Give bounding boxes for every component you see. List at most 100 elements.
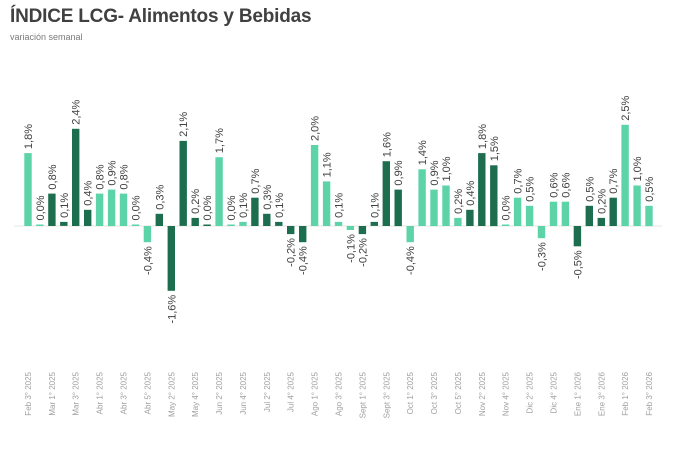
bar-value-label: 0,1% xyxy=(334,193,346,218)
bar-value-label: 1,8% xyxy=(23,124,35,149)
x-axis-label: Nov 2° 2025 xyxy=(478,371,487,416)
x-axis-label: May 4° 2025 xyxy=(191,371,200,417)
x-axis-label: Feb 1° 2026 xyxy=(621,371,630,415)
bar-value-label: 0,0% xyxy=(35,195,47,220)
bar-value-label: 0,9% xyxy=(107,160,119,185)
bar xyxy=(155,213,163,226)
x-axis-label: Nov 4° 2025 xyxy=(502,371,511,416)
bar-value-label: -0,4% xyxy=(142,246,154,275)
bar xyxy=(107,189,116,227)
bar xyxy=(239,221,247,226)
bar-value-label: 0,5% xyxy=(525,177,537,202)
bar-value-label: 0,2% xyxy=(596,189,608,214)
bar xyxy=(299,226,307,243)
bar xyxy=(143,226,152,243)
x-axis-label: Sept 3° 2025 xyxy=(382,371,391,418)
bar xyxy=(203,224,211,226)
bar-value-label: 0,0% xyxy=(202,195,214,220)
bar xyxy=(84,209,92,226)
bar-value-label: 2,0% xyxy=(310,116,322,141)
x-axis-label: Oct 5° 2025 xyxy=(454,371,463,414)
x-axis-label: Ene 1° 2026 xyxy=(573,371,582,416)
bar xyxy=(513,197,522,226)
bar xyxy=(370,221,378,226)
bar xyxy=(310,145,319,226)
bar xyxy=(179,140,187,226)
bar-value-label: 0,3% xyxy=(154,185,166,210)
bar xyxy=(645,205,653,227)
x-axis-label: Jul 4° 2025 xyxy=(287,371,296,412)
value-labels-group: 1,8%0,0%0,8%0,1%2,4%0,4%0,8% 0,9% 0,8%0,0%… xyxy=(23,96,656,324)
bar xyxy=(573,226,582,247)
bar-value-label: 0,2% xyxy=(190,189,202,214)
bar xyxy=(609,197,617,226)
x-axis-label: Ago 3° 2025 xyxy=(335,371,344,416)
bar xyxy=(454,217,462,226)
bar xyxy=(537,226,546,239)
bar-value-label: 1,0% xyxy=(441,156,453,181)
bar xyxy=(406,226,414,243)
bar-value-label: 0,7% xyxy=(250,168,262,193)
bar-value-label: 0,3% xyxy=(262,185,274,210)
bar-value-label: 0,1% xyxy=(274,193,286,218)
bar-value-label: 0,1% xyxy=(369,193,381,218)
bar-value-label: 0,6% xyxy=(560,172,572,197)
bar-value-label: 0,5% xyxy=(584,177,596,202)
bar xyxy=(334,221,343,226)
bar xyxy=(442,185,450,226)
bar-value-label: -0,5% xyxy=(572,250,584,279)
bar-value-label: 1,5% xyxy=(489,136,501,161)
x-axis-label: Feb 3° 2026 xyxy=(645,371,654,415)
bar xyxy=(549,201,558,226)
bar-value-label: -0,4% xyxy=(298,246,310,275)
bar-value-label: 1,7% xyxy=(214,128,226,153)
x-axis-label: Feb 3° 2025 xyxy=(24,371,33,415)
bar xyxy=(585,205,593,227)
bar-value-label: 2,4% xyxy=(71,100,83,125)
bar xyxy=(382,161,390,226)
bar xyxy=(72,128,80,226)
bar xyxy=(621,124,629,227)
x-axis-label: Ene 3° 2026 xyxy=(597,371,606,416)
bar-value-label: 0,6% xyxy=(549,172,561,197)
bar xyxy=(478,153,486,226)
x-axis-label: Mar 1° 2025 xyxy=(48,371,57,415)
x-axis-label: Mar 3° 2025 xyxy=(72,371,81,415)
x-axis-label: Abr 1° 2025 xyxy=(96,371,105,414)
bar xyxy=(60,221,68,226)
bar-value-label: 1,0% xyxy=(632,156,644,181)
bar-value-label: 2,5% xyxy=(620,96,632,121)
bar-value-label: 0,8% xyxy=(47,164,59,189)
bar-value-label: 0,1% xyxy=(238,193,250,218)
bar xyxy=(430,189,438,227)
bar-value-label: -0,4% xyxy=(405,246,417,275)
bar-value-label: 0,7% xyxy=(608,168,620,193)
bar xyxy=(119,193,128,226)
x-axis-label: Dic 4° 2025 xyxy=(550,371,559,413)
x-axis-label: Oct 1° 2025 xyxy=(406,371,415,414)
bar xyxy=(227,224,235,226)
bar-value-label: 0,4% xyxy=(465,181,477,206)
bar xyxy=(287,226,295,235)
bar xyxy=(131,224,140,226)
bar xyxy=(418,169,426,226)
bar xyxy=(167,226,175,291)
bar-value-label: 1,4% xyxy=(417,140,429,165)
x-axis-labels-group: Feb 3° 2025 Mar 1° 2025 Mar 3° 2025 Abr 1° … xyxy=(24,371,654,418)
bar xyxy=(48,193,56,226)
x-axis-label: Sept 1° 2025 xyxy=(358,371,367,418)
bar xyxy=(597,217,605,226)
bar-value-label: -1,6% xyxy=(166,295,178,324)
bar-value-label: 0,0% xyxy=(226,195,238,220)
bar-value-label: -0,2% xyxy=(357,238,369,267)
bar xyxy=(36,224,44,226)
bar-value-label: 0,4% xyxy=(83,181,95,206)
bar-value-label: 0,0% xyxy=(501,195,513,220)
bar xyxy=(525,205,534,227)
x-axis-label: Abr 3° 2025 xyxy=(120,371,129,414)
bar-value-label: 0,7% xyxy=(513,168,525,193)
bar xyxy=(502,224,510,226)
bar xyxy=(394,189,402,227)
chart-title: ÍNDICE LCG- Alimentos y Bebidas xyxy=(10,6,312,27)
